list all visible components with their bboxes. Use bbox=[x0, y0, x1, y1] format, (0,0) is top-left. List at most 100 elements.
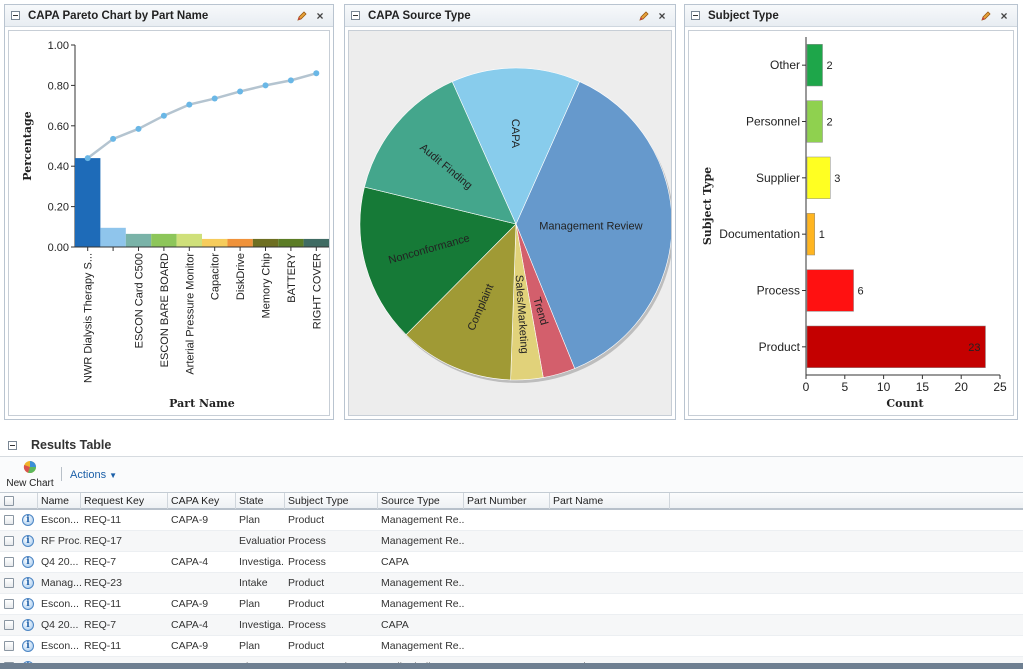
table-cell: CAPA bbox=[381, 619, 409, 631]
info-icon[interactable]: i bbox=[22, 514, 34, 526]
y-tick-label: 0.20 bbox=[48, 202, 69, 214]
edit-icon[interactable] bbox=[979, 9, 993, 23]
table-row[interactable]: i Q4 20... REQ-7 CAPA-4 Investiga... Process C… bbox=[0, 552, 1023, 573]
collapse-button[interactable] bbox=[11, 11, 20, 20]
row-checkbox[interactable] bbox=[4, 641, 14, 651]
table-cell: Process bbox=[288, 556, 326, 568]
data-label: 1 bbox=[819, 229, 825, 241]
horizontal-scrollbar[interactable] bbox=[0, 663, 1023, 669]
column-header[interactable]: CAPA Key bbox=[168, 493, 236, 509]
x-tick-label: RIGHT COVER bbox=[311, 253, 323, 329]
row-checkbox[interactable] bbox=[4, 536, 14, 546]
table-cell: REQ-11 bbox=[84, 514, 122, 526]
table-cell bbox=[550, 615, 670, 635]
y-tick-label: 0.80 bbox=[48, 80, 69, 92]
caret-down-icon: ▼ bbox=[109, 471, 117, 480]
collapse-button[interactable] bbox=[351, 11, 360, 20]
info-icon[interactable]: i bbox=[22, 619, 34, 631]
table-cell: Management Re... bbox=[381, 640, 464, 652]
table-cell: REQ-11 bbox=[84, 640, 122, 652]
bar bbox=[806, 213, 816, 256]
edit-icon[interactable] bbox=[637, 9, 651, 23]
table-cell bbox=[464, 531, 550, 551]
table-cell: Investiga... bbox=[239, 619, 285, 631]
column-header[interactable]: Subject Type bbox=[285, 493, 378, 509]
collapse-button[interactable] bbox=[8, 440, 17, 450]
y-axis-title: Percentage bbox=[21, 111, 34, 180]
data-label: 2 bbox=[827, 117, 833, 129]
x-tick-label: Arterial Pressure Monitor bbox=[184, 253, 196, 375]
bar bbox=[176, 233, 202, 247]
results-header: Results Table bbox=[0, 436, 1023, 454]
info-icon[interactable]: i bbox=[22, 556, 34, 568]
table-cell: Product bbox=[288, 577, 325, 589]
cumulative-line bbox=[86, 72, 317, 160]
table-row[interactable]: i Manag... REQ-23 Intake Product Management R… bbox=[0, 573, 1023, 594]
collapse-button[interactable] bbox=[691, 11, 700, 20]
column-header[interactable]: Request Key bbox=[81, 493, 168, 509]
bar bbox=[75, 158, 101, 247]
bar bbox=[252, 238, 279, 247]
chart-area: 0.00 0.20 0.40 0.60 0.80 1.00 Percentage NWR Di… bbox=[8, 30, 330, 416]
cumulative-point bbox=[211, 95, 218, 102]
info-icon[interactable]: i bbox=[22, 535, 34, 547]
table-cell: Management Re... bbox=[381, 598, 464, 610]
row-checkbox[interactable] bbox=[4, 620, 14, 630]
row-checkbox[interactable] bbox=[4, 557, 14, 567]
x-tick-label: DiskDrive bbox=[235, 253, 247, 300]
table-header: Name Request Key CAPA Key State Subject Type… bbox=[0, 492, 1023, 510]
bar bbox=[151, 233, 177, 247]
row-checkbox[interactable] bbox=[4, 515, 14, 525]
close-icon[interactable]: × bbox=[316, 8, 324, 23]
subject-type-panel: Subject Type × Other 2 Personnel 2 Supplier 3… bbox=[684, 4, 1018, 420]
row-checkbox[interactable] bbox=[4, 578, 14, 588]
row-checkbox[interactable] bbox=[4, 599, 14, 609]
column-header[interactable]: Part Number bbox=[464, 493, 550, 509]
cumulative-point bbox=[110, 135, 117, 142]
cumulative-point bbox=[287, 77, 294, 84]
cumulative-point bbox=[186, 101, 193, 108]
x-tick-label: Capacitor bbox=[210, 253, 222, 300]
table-cell: Management Re... bbox=[381, 535, 464, 547]
data-label: 2 bbox=[827, 60, 833, 72]
table-cell: CAPA-9 bbox=[171, 598, 209, 610]
pie-slice bbox=[359, 186, 517, 336]
table-row[interactable]: i Q4 20... REQ-7 CAPA-4 Investiga... Process C… bbox=[0, 615, 1023, 636]
table-body: i Escon... REQ-11 CAPA-9 Plan Product Manageme… bbox=[0, 510, 1023, 669]
close-icon[interactable]: × bbox=[1000, 8, 1008, 23]
table-cell bbox=[550, 510, 670, 530]
close-icon[interactable]: × bbox=[658, 8, 666, 23]
data-label: 6 bbox=[858, 286, 864, 298]
table-row[interactable]: i Escon... REQ-11 CAPA-9 Plan Product Manageme… bbox=[0, 510, 1023, 531]
column-header[interactable]: Source Type bbox=[378, 493, 464, 509]
results-toolbar: New Chart Actions ▼ bbox=[0, 456, 1023, 492]
chart-area: Other 2 Personnel 2 Supplier 3 Documentation 1 P… bbox=[688, 30, 1014, 416]
info-icon[interactable]: i bbox=[22, 598, 34, 610]
column-header[interactable]: State bbox=[236, 493, 285, 509]
table-cell bbox=[550, 552, 670, 572]
panel-header: Subject Type × bbox=[685, 5, 1017, 27]
table-cell: CAPA-4 bbox=[171, 556, 209, 568]
y-tick-label: 0.40 bbox=[48, 161, 69, 173]
edit-icon[interactable] bbox=[295, 9, 309, 23]
table-cell: Q4 20... bbox=[41, 619, 79, 631]
table-cell bbox=[464, 615, 550, 635]
table-row[interactable]: i Escon... REQ-11 CAPA-9 Plan Product Manageme… bbox=[0, 594, 1023, 615]
table-cell: Product bbox=[288, 598, 325, 610]
bar bbox=[806, 100, 823, 143]
slice-label: Management Review bbox=[539, 220, 642, 232]
select-all-checkbox[interactable] bbox=[4, 496, 14, 506]
actions-menu-button[interactable]: Actions ▼ bbox=[70, 469, 117, 481]
table-row[interactable]: i Escon... REQ-11 CAPA-9 Plan Product Manageme… bbox=[0, 636, 1023, 657]
new-chart-button[interactable]: New Chart bbox=[5, 460, 55, 489]
bar bbox=[227, 238, 253, 247]
pareto-chart: 0.00 0.20 0.40 0.60 0.80 1.00 Percentage NWR Di… bbox=[21, 40, 329, 410]
column-header[interactable]: Part Name bbox=[550, 493, 670, 509]
x-tick-label: 5 bbox=[841, 380, 848, 394]
info-icon[interactable]: i bbox=[22, 577, 34, 589]
info-icon[interactable]: i bbox=[22, 640, 34, 652]
column-header[interactable]: Name bbox=[38, 493, 81, 509]
x-tick-label: 25 bbox=[993, 380, 1007, 394]
x-axis-title: Count bbox=[886, 397, 924, 410]
